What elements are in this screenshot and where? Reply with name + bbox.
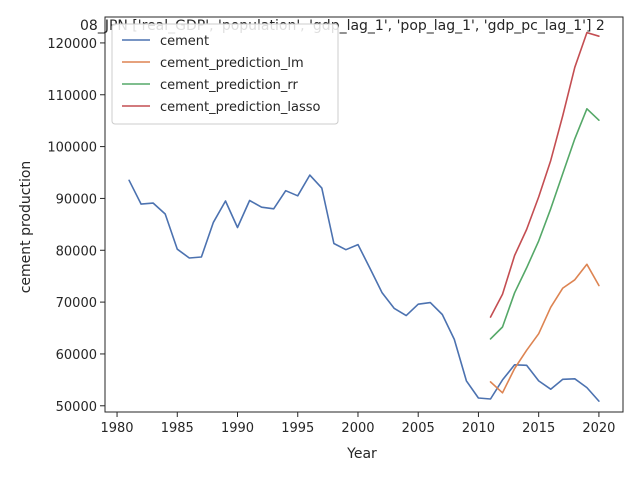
x-tick-label: 1985: [161, 421, 194, 436]
y-tick-label: 90000: [56, 192, 97, 207]
series-line-cement_prediction_lasso: [489, 31, 600, 318]
x-tick-label: 2015: [522, 421, 555, 436]
y-tick-label: 100000: [47, 141, 97, 156]
x-tick-label: 2020: [582, 421, 615, 436]
series-line-cement_prediction_lm: [489, 263, 600, 394]
x-tick-label: 1995: [281, 421, 314, 436]
y-tick-label: 70000: [56, 296, 97, 311]
series-line-cement_prediction_rr: [489, 108, 600, 340]
y-axis-label: cement production: [18, 161, 34, 294]
y-tick-label: 50000: [56, 400, 97, 415]
series-layer: [128, 31, 600, 402]
x-axis-label: Year: [346, 446, 377, 462]
plot-frame: [104, 16, 624, 413]
y-tick-label: 120000: [47, 37, 97, 52]
legend: cement cement_prediction_lm cement_predict…: [111, 23, 339, 125]
legend-label-cement_prediction_lasso: cement_prediction_lasso: [160, 100, 320, 115]
x-tick-label: 2000: [341, 421, 374, 436]
legend-label-cement_prediction_rr: cement_prediction_rr: [160, 78, 298, 93]
legend-label-cement_prediction_lm: cement_prediction_lm: [160, 56, 304, 71]
y-tick-label: 110000: [47, 89, 97, 104]
legend-box: [111, 23, 339, 125]
x-tick-label: 2010: [462, 421, 495, 436]
plot-area: [104, 16, 624, 413]
x-axis: 1980 1985 1990 1995 2000 2005 2010 2015 2020: [100, 412, 615, 436]
y-tick-label: 60000: [56, 348, 97, 363]
x-tick-label: 2005: [402, 421, 435, 436]
series-line-cement: [128, 174, 600, 402]
y-axis: 50000 60000 70000 80000 90000 100000 110000 120…: [47, 37, 105, 415]
x-tick-label: 1990: [221, 421, 254, 436]
y-tick-label: 80000: [56, 244, 97, 259]
x-tick-label: 1980: [100, 421, 133, 436]
legend-label-cement: cement: [160, 34, 209, 49]
